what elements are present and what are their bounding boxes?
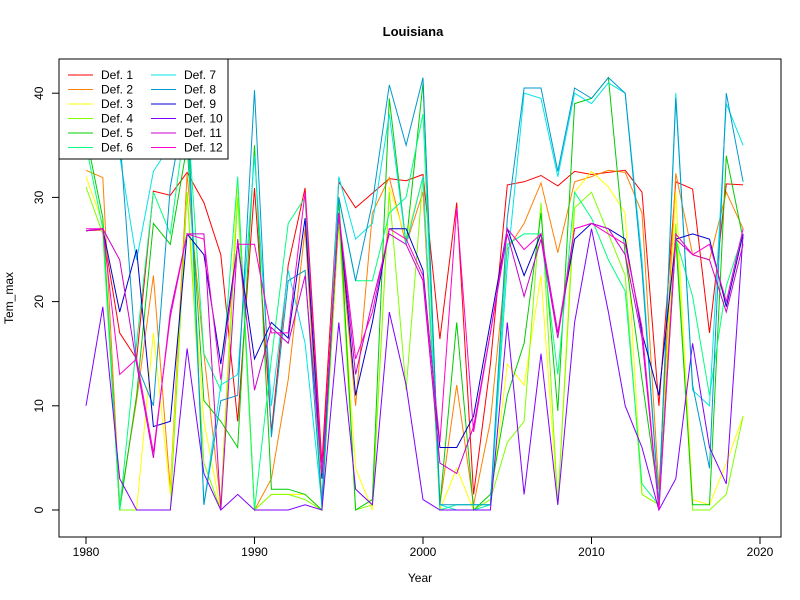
y-tick-label: 40 bbox=[32, 86, 46, 100]
x-tick-label: 1990 bbox=[241, 545, 268, 559]
series-line-def-11 bbox=[85, 212, 744, 511]
x-axis: 1980 1990 2000 2010 2020 bbox=[73, 536, 774, 559]
x-tick-label: 2000 bbox=[410, 545, 437, 559]
series-line-def-12 bbox=[86, 192, 744, 511]
legend-label: Def. 3 bbox=[101, 97, 133, 111]
legend-label: Def. 12 bbox=[184, 141, 223, 155]
y-tick-label: 10 bbox=[32, 399, 46, 413]
legend-label: Def. 1 bbox=[101, 68, 133, 82]
series-line-def-2 bbox=[85, 169, 744, 512]
legend-label: Def. 10 bbox=[184, 112, 223, 126]
series-line-def-8 bbox=[85, 76, 744, 506]
chart-title: Louisiana bbox=[383, 24, 444, 39]
y-tick-label: 0 bbox=[32, 506, 46, 513]
series-line-def-6 bbox=[85, 108, 744, 511]
x-tick-label: 2020 bbox=[747, 545, 774, 559]
y-tick-label: 20 bbox=[32, 295, 46, 309]
legend-label: Def. 7 bbox=[184, 68, 216, 82]
legend-label: Def. 9 bbox=[184, 97, 216, 111]
legend-label: Def. 11 bbox=[184, 126, 222, 140]
legend-label: Def. 5 bbox=[101, 126, 133, 140]
x-axis-label: Year bbox=[408, 571, 432, 585]
legend-label: Def. 4 bbox=[101, 112, 133, 126]
x-tick-label: 2010 bbox=[578, 545, 605, 559]
y-axis-label: Tem_max bbox=[2, 272, 16, 324]
y-axis: 0 10 20 30 40 bbox=[32, 86, 60, 513]
legend-label: Def. 8 bbox=[184, 83, 216, 97]
x-tick-label: 1980 bbox=[73, 545, 100, 559]
series-group bbox=[85, 76, 744, 512]
y-tick-label: 30 bbox=[32, 190, 46, 204]
legend-label: Def. 2 bbox=[101, 83, 133, 97]
legend-label: Def. 6 bbox=[101, 141, 133, 155]
series-line-def-10 bbox=[85, 228, 744, 512]
series-line-def-5 bbox=[85, 76, 744, 512]
legend-box bbox=[58, 58, 229, 160]
